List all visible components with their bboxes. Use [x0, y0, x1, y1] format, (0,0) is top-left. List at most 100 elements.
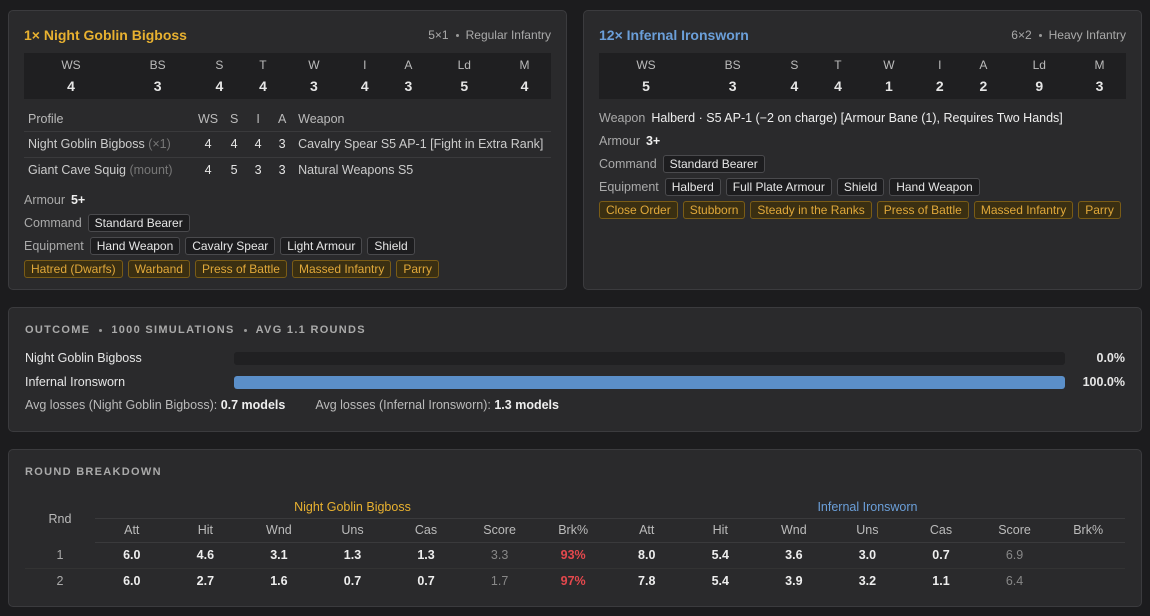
- column-header: Brk%: [1051, 518, 1125, 543]
- round-cell: 3.2: [858, 574, 877, 589]
- round-cell: 0.7: [417, 574, 435, 589]
- tag: Standard Bearer: [662, 155, 765, 173]
- round-cell: [1051, 542, 1125, 569]
- rule-tag: Stubborn: [682, 201, 746, 219]
- stats-table: WS BS S T W I A Ld M 5 3 4 4 1 2 2 9 3: [599, 53, 1126, 99]
- result-name: Night Goblin Bigboss: [25, 351, 142, 365]
- stats-header: WS BS S T W I A Ld M: [599, 53, 1126, 73]
- round-cell: 3.1: [242, 542, 316, 569]
- loss-label: Avg losses (Infernal Ironsworn):: [315, 398, 491, 412]
- group-header: Night Goblin Bigboss: [95, 496, 610, 519]
- stat-value: 5: [460, 78, 469, 94]
- round-cell: 3.6: [757, 542, 831, 569]
- stat-value: 3: [1095, 78, 1104, 94]
- round-cell: 1.1: [932, 574, 950, 589]
- rule-tag: Hatred (Dwarfs): [24, 260, 123, 278]
- rule-tag: Warband: [127, 260, 190, 278]
- stats-table: WS BS S T W I A Ld M 4 3 4 4 3 4 3 5 4: [24, 53, 551, 99]
- round-cell: 97%: [560, 574, 586, 589]
- profile-cell: 5: [222, 156, 247, 183]
- tag: Hand Weapon: [889, 178, 980, 196]
- profile-cell: Cavalry Spear S5 AP-1 [Fight in Extra Ra…: [294, 130, 551, 157]
- round-cell: 1.3: [389, 542, 463, 569]
- profile-col: Profile: [28, 111, 64, 126]
- stat-header: BS: [724, 57, 741, 72]
- command-line: Command Standard Bearer: [24, 212, 551, 234]
- stat-header: A: [404, 57, 413, 72]
- tag: Light Armour: [280, 237, 363, 255]
- round-cell: [1051, 568, 1125, 594]
- profile-col: I: [256, 111, 260, 126]
- stat-header: I: [363, 57, 367, 72]
- losses: Avg losses (Night Goblin Bigboss): 0.7 m…: [25, 398, 1125, 412]
- round-cell: 5.4: [711, 574, 729, 589]
- label: Equipment: [599, 180, 659, 194]
- label: Equipment: [24, 239, 84, 253]
- column-header: Att: [609, 518, 684, 543]
- stat-header: A: [979, 57, 988, 72]
- unit-type: Regular Infantry: [465, 28, 551, 42]
- round-cell: 3.0: [830, 542, 905, 569]
- profile-note: (mount): [129, 163, 173, 178]
- stats-values: 5 3 4 4 1 2 2 9 3: [599, 73, 1126, 99]
- profile-col: S: [229, 111, 239, 126]
- round-cell: 2.7: [196, 574, 215, 589]
- tag: Shield: [367, 237, 415, 255]
- label: Command: [24, 216, 82, 230]
- unit-header: 12× Infernal Ironsworn 6×2 Heavy Infantry: [599, 26, 1126, 44]
- rule-tag: Steady in the Ranks: [750, 201, 872, 219]
- stat-value: 4: [520, 78, 529, 94]
- group-header: Infernal Ironsworn: [609, 496, 1125, 519]
- stat-value: 1: [884, 78, 893, 94]
- group-row: Rnd Night Goblin Bigboss Infernal Ironswor…: [25, 496, 1125, 526]
- profile-col: Weapon: [298, 111, 345, 126]
- stat-value: 4: [360, 78, 369, 94]
- equipment-line: Equipment Halberd Full Plate Armour Shield H…: [599, 176, 1126, 198]
- column-header: Hit: [168, 518, 243, 543]
- column-header: Wnd: [757, 518, 831, 543]
- profile-name-text: Night Goblin Bigboss: [28, 137, 145, 151]
- stat-value: 4: [790, 78, 799, 94]
- profile-cell: 3: [246, 156, 271, 183]
- profile-cell: 4: [246, 130, 271, 157]
- stat-value: 4: [259, 78, 267, 94]
- stat-header: W: [883, 57, 895, 72]
- armour: 3+: [645, 134, 661, 148]
- round-cell: 4.6: [168, 542, 243, 569]
- round-cell: 1: [25, 542, 95, 569]
- stat-value: 3: [309, 78, 318, 94]
- stat-header: M: [519, 57, 530, 72]
- stat-header: WS: [61, 57, 81, 72]
- stat-value: 9: [1035, 78, 1044, 94]
- unit-title: 1× Night Goblin Bigboss: [24, 27, 187, 43]
- round-cell: 6.0: [123, 574, 141, 589]
- bar-track: [234, 351, 1066, 365]
- column-header: Uns: [830, 518, 905, 543]
- rule-tag: Press of Battle: [876, 201, 969, 219]
- weapon: Halberd · S5 AP-1 (−2 on charge) [Armour…: [651, 111, 1063, 125]
- bars: Night Goblin Bigboss 0.0% Infernal Ironswo…: [25, 346, 1125, 394]
- round-header: Rnd: [48, 512, 72, 526]
- result-name: Infernal Ironsworn: [25, 375, 126, 389]
- round-cell: 93%: [536, 542, 610, 569]
- armour-line: Armour 3+: [599, 130, 1126, 152]
- bar-track: [234, 375, 1066, 389]
- profile-cell: 3: [270, 130, 295, 157]
- outcome-panel: OUTCOME 1000 SIMULATIONS AVG 1.1 ROUNDS Nig…: [8, 307, 1142, 432]
- unit-card: 12× Infernal Ironsworn 6×2 Heavy Infantry W…: [583, 10, 1142, 290]
- separator: [99, 328, 103, 332]
- stat-header: T: [834, 57, 842, 72]
- profile-col: A: [277, 111, 287, 126]
- command-line: Command Standard Bearer: [599, 153, 1126, 175]
- stat-value: 3: [404, 78, 413, 94]
- unit-header: 1× Night Goblin Bigboss 5×1 Regular Infant…: [24, 26, 551, 44]
- round-cell: 6.4: [1005, 574, 1024, 589]
- weapon-line: Weapon Halberd · S5 AP-1 (−2 on charge) […: [599, 107, 1126, 129]
- tag: Full Plate Armour: [725, 178, 832, 196]
- round-cell: 0.7: [343, 574, 362, 589]
- unit-title: 12× Infernal Ironsworn: [599, 27, 749, 43]
- label: Armour: [599, 134, 640, 148]
- round-cell: 3.3: [462, 542, 537, 569]
- loss-label: Avg losses (Night Goblin Bigboss):: [25, 398, 218, 412]
